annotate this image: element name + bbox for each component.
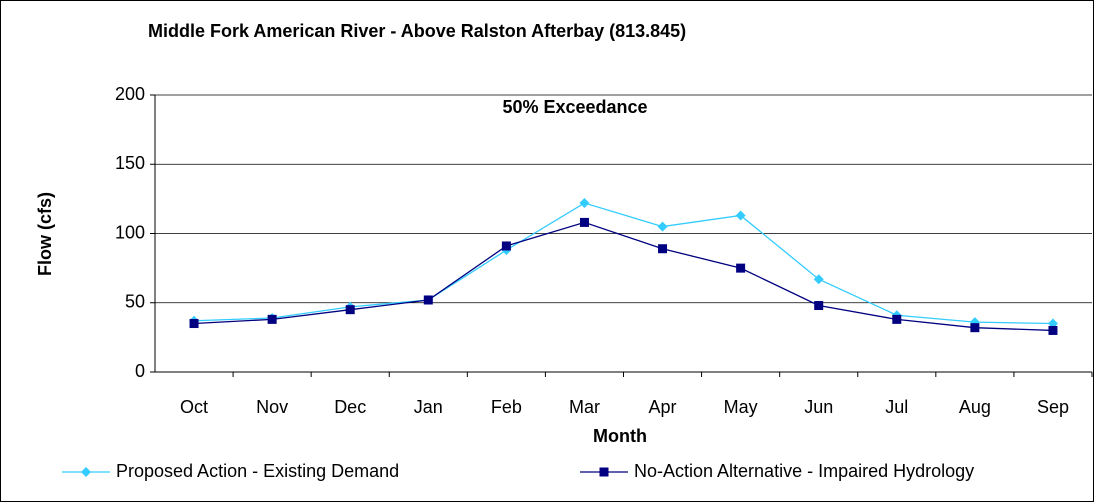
marker (657, 221, 668, 232)
y-tick-label: 0 (135, 361, 145, 381)
series-line (194, 202, 1053, 325)
marker (501, 241, 511, 251)
marker (599, 467, 609, 477)
y-tick-label: 200 (115, 84, 145, 104)
y-tick-label: 50 (125, 292, 145, 312)
x-tick-label: Oct (180, 397, 208, 417)
legend-label: No-Action Alternative - Impaired Hydrolo… (634, 461, 974, 481)
marker (1048, 325, 1058, 335)
series-line (194, 221, 1053, 332)
y-tick-label: 150 (115, 153, 145, 173)
x-tick-label: Feb (491, 397, 522, 417)
x-tick-label: Dec (334, 397, 366, 417)
x-tick-label: May (724, 397, 758, 417)
marker (736, 263, 746, 273)
marker (814, 301, 824, 311)
marker (970, 323, 980, 333)
marker (267, 314, 277, 324)
x-tick-label: Jun (804, 397, 833, 417)
marker (813, 274, 824, 285)
x-tick-label: Nov (256, 397, 288, 417)
marker (81, 467, 91, 477)
marker (658, 244, 668, 254)
marker (423, 295, 433, 305)
x-tick-label: Apr (649, 397, 677, 417)
marker (579, 198, 590, 209)
x-tick-label: Mar (569, 397, 600, 417)
chart-title: Middle Fork American River - Above Ralst… (148, 21, 686, 41)
x-tick-label: Sep (1037, 397, 1069, 417)
y-tick-label: 100 (115, 222, 145, 242)
annotation: 50% Exceedance (502, 97, 647, 117)
x-tick-label: Jul (885, 397, 908, 417)
x-tick-label: Aug (959, 397, 991, 417)
marker (189, 319, 199, 329)
marker (735, 210, 746, 221)
y-axis-label: Flow (cfs) (35, 192, 55, 276)
x-tick-label: Jan (414, 397, 443, 417)
marker (345, 305, 355, 315)
legend-label: Proposed Action - Existing Demand (116, 461, 399, 481)
x-axis-label: Month (593, 426, 647, 446)
marker (892, 314, 902, 324)
marker (579, 217, 589, 227)
